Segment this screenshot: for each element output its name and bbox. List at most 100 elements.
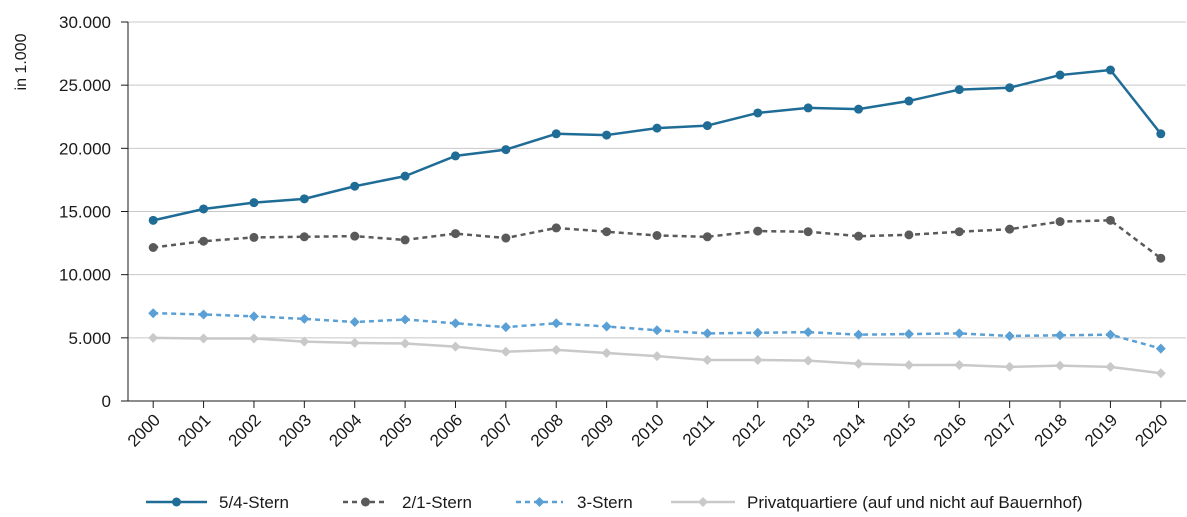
data-point bbox=[1105, 361, 1116, 372]
x-tick-label: 2000 bbox=[124, 410, 164, 450]
data-point bbox=[148, 215, 158, 225]
legend-item: 3-Stern bbox=[516, 493, 633, 512]
data-point bbox=[450, 341, 461, 352]
legend-marker bbox=[361, 497, 370, 507]
y-axis-label: in 1.000 bbox=[13, 33, 30, 90]
x-tick-label: 2005 bbox=[376, 410, 416, 450]
data-point bbox=[551, 344, 562, 355]
series-lines bbox=[148, 65, 1166, 379]
series-3 bbox=[148, 308, 1166, 354]
data-point bbox=[1156, 253, 1166, 263]
x-tick-label: 2013 bbox=[779, 410, 819, 450]
data-point bbox=[400, 235, 410, 245]
series-2 bbox=[148, 215, 1166, 263]
data-point bbox=[248, 333, 259, 344]
x-tick-label: 2002 bbox=[225, 410, 265, 450]
data-point bbox=[501, 233, 511, 243]
data-point bbox=[248, 311, 259, 322]
data-point bbox=[702, 121, 712, 131]
data-point bbox=[954, 85, 964, 95]
data-point bbox=[1155, 343, 1166, 354]
data-point bbox=[702, 232, 712, 242]
data-point bbox=[903, 359, 914, 370]
data-point bbox=[1005, 224, 1015, 234]
data-point bbox=[601, 321, 612, 332]
y-tick-label: 15.000 bbox=[59, 203, 111, 222]
axes bbox=[121, 21, 1186, 408]
data-point bbox=[551, 223, 561, 233]
legend-item: Privatquartiere (auf und nicht auf Bauer… bbox=[671, 493, 1082, 512]
data-point bbox=[450, 318, 461, 329]
data-point bbox=[249, 232, 259, 242]
data-point bbox=[148, 243, 158, 253]
x-tick-label: 2007 bbox=[477, 410, 517, 450]
data-point bbox=[903, 329, 914, 340]
y-tick-labels: 0 5.000 10.000 15.000 20.000 25.000 30.000 bbox=[59, 13, 111, 411]
legend-item: 5/4-Stern bbox=[146, 493, 289, 512]
x-tick-label: 2018 bbox=[1031, 410, 1071, 450]
data-point bbox=[1055, 217, 1065, 227]
data-point bbox=[1055, 330, 1066, 341]
data-point bbox=[854, 231, 864, 241]
data-point bbox=[954, 227, 964, 237]
legend-marker bbox=[534, 497, 545, 507]
data-point bbox=[602, 130, 612, 140]
data-point bbox=[753, 108, 763, 118]
data-point bbox=[652, 351, 662, 362]
data-point bbox=[602, 227, 612, 237]
data-point bbox=[349, 317, 360, 328]
data-point bbox=[299, 232, 309, 242]
data-point bbox=[954, 328, 965, 339]
x-tick-label: 2001 bbox=[174, 410, 214, 450]
data-point bbox=[500, 346, 511, 357]
data-point bbox=[1005, 83, 1015, 93]
legend-marker bbox=[172, 497, 181, 507]
data-point bbox=[551, 318, 562, 329]
data-point bbox=[148, 332, 159, 343]
data-point bbox=[601, 347, 612, 358]
legend-label: 5/4-Stern bbox=[219, 493, 289, 512]
x-tick-label: 2006 bbox=[426, 410, 466, 450]
legend-label: 3-Stern bbox=[577, 493, 633, 512]
data-point bbox=[400, 171, 410, 181]
x-tick-label: 2012 bbox=[728, 410, 768, 450]
series-4 bbox=[148, 332, 1166, 379]
data-point bbox=[199, 236, 209, 246]
y-tick-label: 20.000 bbox=[59, 139, 111, 158]
legend: 5/4-Stern 2/1-Stern 3-Stern Privatquartiere… bbox=[146, 493, 1082, 512]
x-tick-label: 2003 bbox=[275, 410, 315, 450]
data-point bbox=[199, 204, 209, 214]
data-point bbox=[853, 329, 864, 340]
data-point bbox=[904, 96, 914, 106]
data-point bbox=[148, 308, 159, 319]
x-tick-label: 2010 bbox=[628, 410, 668, 450]
x-tick-label: 2017 bbox=[980, 410, 1020, 450]
legend-marker bbox=[698, 497, 708, 507]
x-tick-labels: 2000 2001 2002 2003 2004 2005 2006 2007 2008 2009… bbox=[124, 410, 1172, 450]
data-point bbox=[652, 123, 662, 133]
legend-label: 2/1-Stern bbox=[402, 493, 472, 512]
data-point bbox=[803, 355, 814, 366]
data-point bbox=[702, 328, 713, 339]
x-tick-label: 2008 bbox=[527, 410, 567, 450]
data-point bbox=[702, 354, 713, 365]
data-point bbox=[500, 322, 511, 333]
y-tick-label: 0 bbox=[102, 392, 111, 411]
data-point bbox=[803, 227, 813, 237]
data-point bbox=[854, 104, 864, 114]
data-point bbox=[954, 359, 965, 370]
data-point bbox=[752, 327, 763, 338]
data-point bbox=[803, 327, 814, 338]
x-tick-label: 2020 bbox=[1131, 410, 1171, 450]
x-tick-label: 2004 bbox=[325, 410, 365, 450]
data-point bbox=[652, 325, 662, 336]
data-point bbox=[753, 226, 763, 236]
data-point bbox=[1105, 329, 1116, 340]
data-point bbox=[501, 145, 511, 155]
data-point bbox=[853, 358, 864, 369]
data-point bbox=[400, 314, 411, 325]
data-point bbox=[1004, 330, 1015, 341]
data-point bbox=[904, 230, 914, 240]
data-point bbox=[198, 309, 209, 320]
